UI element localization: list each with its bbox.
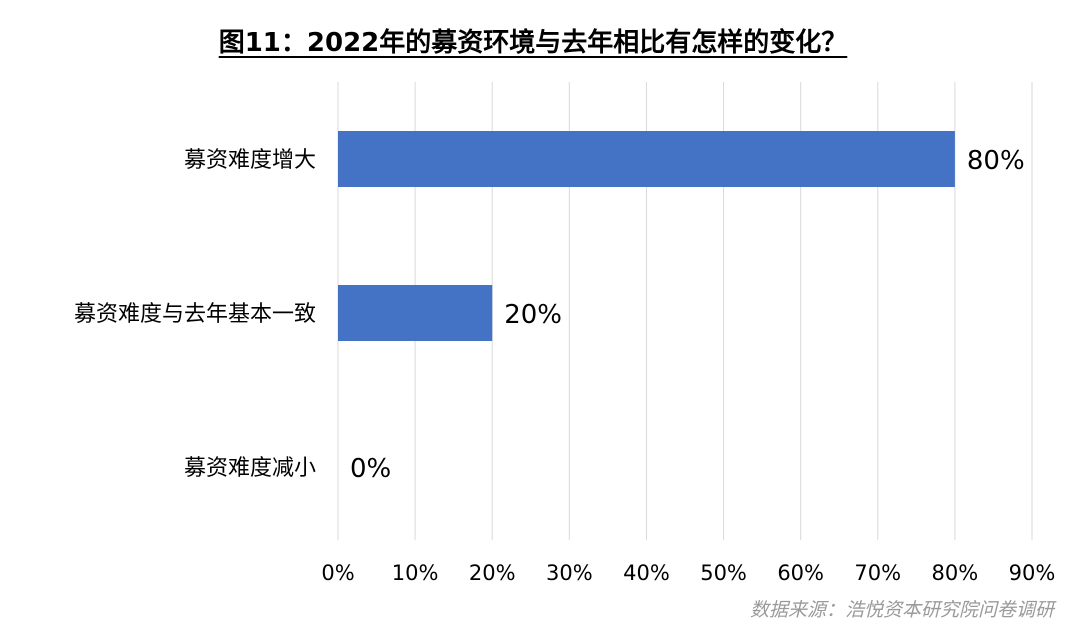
x-tick-label-6: 60%	[777, 561, 824, 585]
x-tick-label-0: 0%	[321, 561, 354, 585]
chart-title: 图11：2022年的募资环境与去年相比有怎样的变化？	[0, 26, 1080, 60]
bar-1	[338, 285, 493, 341]
data-label-1: 20%	[504, 300, 562, 330]
x-tick-label-2: 20%	[469, 561, 516, 585]
bar-0	[338, 131, 955, 187]
data-source-note: 数据来源：浩悦资本研究院问卷调研	[749, 599, 1054, 621]
category-label-1: 募资难度与去年基本一致	[74, 302, 316, 327]
category-label-2: 募资难度减小	[184, 456, 316, 481]
x-tick-label-8: 80%	[932, 561, 979, 585]
data-label-0: 80%	[967, 146, 1025, 176]
x-tick-label-9: 90%	[1009, 561, 1056, 585]
data-label-2: 0%	[350, 454, 391, 484]
x-tick-label-5: 50%	[700, 561, 747, 585]
x-tick-label-3: 30%	[546, 561, 593, 585]
category-label-0: 募资难度增大	[184, 148, 316, 173]
x-tick-label-7: 70%	[854, 561, 901, 585]
chart-title-text: 图11：2022年的募资环境与去年相比有怎样的变化？	[218, 28, 848, 58]
x-tick-label-4: 40%	[623, 561, 670, 585]
x-tick-label-1: 10%	[392, 561, 439, 585]
